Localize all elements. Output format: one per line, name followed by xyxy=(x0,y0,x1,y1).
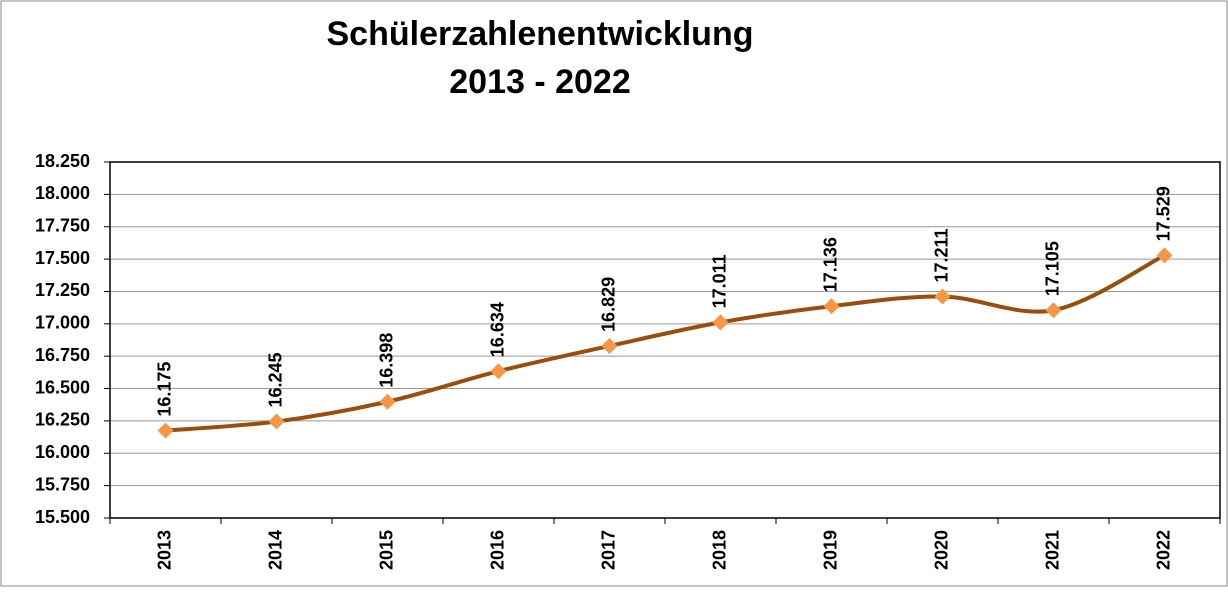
chart-title: Schülerzahlenentwicklung xyxy=(327,15,754,53)
marker xyxy=(601,337,618,354)
y-tick-label: 18.000 xyxy=(35,183,90,203)
marker xyxy=(1156,247,1173,264)
marker xyxy=(490,363,507,380)
x-tick-label: 2014 xyxy=(265,530,285,570)
data-label: 16.175 xyxy=(154,362,174,417)
data-label: 17.136 xyxy=(820,237,840,292)
x-tick-label: 2021 xyxy=(1042,530,1062,570)
y-tick-label: 16.500 xyxy=(35,377,90,397)
y-tick-label: 18.250 xyxy=(35,151,90,171)
series-line xyxy=(165,253,1166,433)
marker xyxy=(268,413,285,430)
y-tick-label: 17.500 xyxy=(35,248,90,268)
x-tick-label: 2013 xyxy=(154,530,174,570)
y-tick-label: 15.750 xyxy=(35,474,90,494)
y-tick-label: 17.750 xyxy=(35,215,90,235)
marker xyxy=(379,393,396,410)
marker xyxy=(712,314,729,331)
data-label: 16.829 xyxy=(598,277,618,332)
marker xyxy=(157,422,174,439)
data-label: 16.634 xyxy=(487,302,507,357)
y-tick-label: 15.500 xyxy=(35,507,90,527)
data-label: 16.398 xyxy=(376,333,396,388)
x-tick-label: 2022 xyxy=(1153,530,1173,570)
x-tick-label: 2020 xyxy=(931,530,951,570)
chart-subtitle: 2013 - 2022 xyxy=(449,63,631,101)
marker xyxy=(823,298,840,315)
y-tick-label: 17.250 xyxy=(35,280,90,300)
x-tick-label: 2015 xyxy=(376,530,396,570)
x-tick-label: 2017 xyxy=(598,530,618,570)
y-tick-label: 17.000 xyxy=(35,313,90,333)
data-label: 17.105 xyxy=(1042,241,1062,296)
y-tick-label: 16.000 xyxy=(35,442,90,462)
data-label: 17.211 xyxy=(931,228,951,282)
data-label: 17.011 xyxy=(709,254,729,308)
data-label: 17.529 xyxy=(1153,186,1173,241)
x-tick-label: 2016 xyxy=(487,530,507,570)
x-tick-label: 2018 xyxy=(709,530,729,570)
marker xyxy=(934,288,951,305)
y-tick-label: 16.250 xyxy=(35,410,90,430)
y-tick-label: 16.750 xyxy=(35,345,90,365)
x-tick-label: 2019 xyxy=(820,530,840,570)
data-label: 16.245 xyxy=(265,352,285,407)
marker xyxy=(1045,302,1062,319)
